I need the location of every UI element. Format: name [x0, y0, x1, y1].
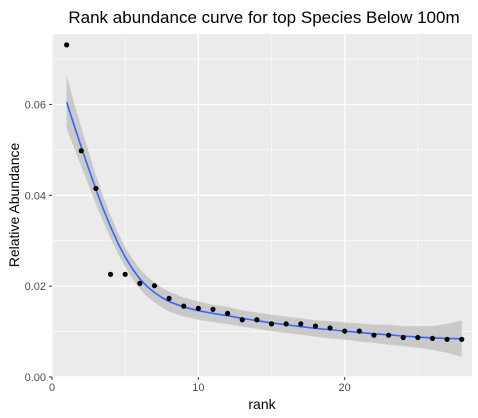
y-tick-label: 0.04: [25, 190, 46, 202]
minor-gridlines: [52, 34, 472, 377]
x-axis-ticks: 0 10 20: [49, 377, 351, 394]
data-point: [137, 280, 143, 287]
major-gridlines: [51, 34, 472, 378]
data-point: [342, 328, 348, 334]
x-axis-title: rank: [248, 396, 276, 412]
x-tick-label: 10: [192, 382, 204, 394]
x-tick-label: 0: [49, 382, 55, 394]
data-point: [327, 325, 333, 331]
x-tick-label: 20: [339, 382, 351, 394]
data-point: [64, 42, 70, 48]
data-point: [371, 332, 377, 338]
data-point: [356, 328, 362, 334]
data-point: [78, 148, 84, 154]
data-point: [429, 335, 436, 341]
data-points-layer: [64, 42, 465, 342]
data-point: [225, 310, 231, 316]
data-point: [210, 306, 216, 312]
data-point: [166, 295, 172, 302]
data-point: [385, 332, 392, 338]
confidence-band-layer: [66, 75, 462, 358]
y-tick-label: 0.00: [25, 372, 46, 384]
data-point: [122, 271, 128, 277]
data-point: [459, 336, 465, 342]
data-point: [298, 321, 304, 327]
confidence-band: [66, 75, 462, 358]
data-point: [181, 303, 187, 309]
y-tick-label: 0.02: [25, 281, 46, 293]
data-point: [283, 321, 289, 327]
chart-title: Rank abundance curve for top Species Bel…: [68, 8, 459, 27]
y-tick-label: 0.06: [25, 99, 46, 111]
data-point: [400, 334, 406, 341]
data-point: [195, 305, 201, 311]
data-point: [151, 283, 158, 289]
data-point: [415, 334, 421, 341]
data-point: [312, 323, 319, 329]
data-point: [107, 271, 114, 277]
y-axis-ticks: 0.00 0.02 0.04 0.06: [25, 99, 52, 384]
data-point: [239, 317, 245, 323]
data-point: [254, 317, 260, 323]
smooth-line-layer: [65, 101, 462, 340]
y-axis-title: Relative Abundance: [6, 143, 22, 268]
data-point: [268, 321, 275, 327]
smooth-trend-line: [65, 101, 462, 340]
data-point: [93, 185, 99, 192]
data-point: [444, 336, 450, 342]
